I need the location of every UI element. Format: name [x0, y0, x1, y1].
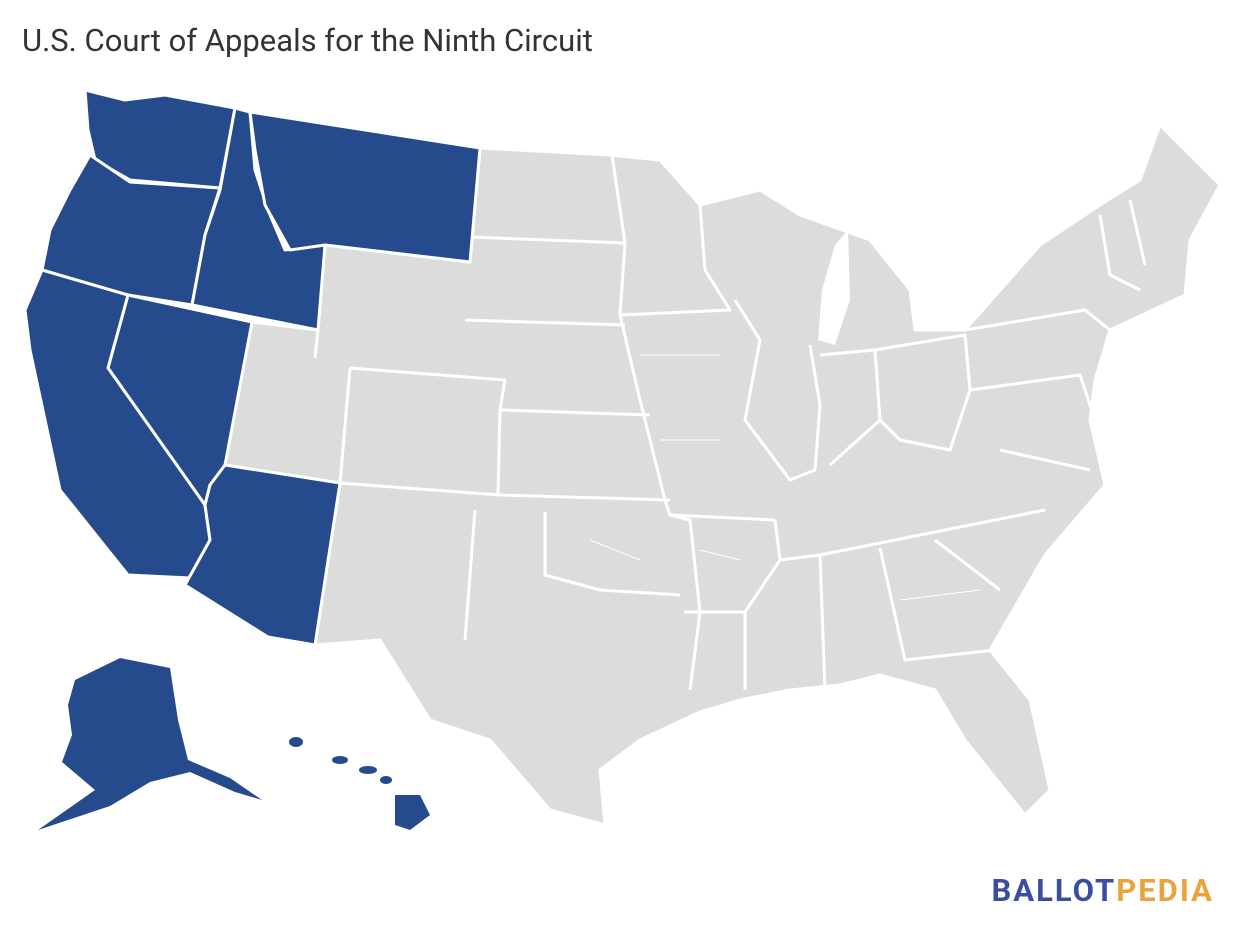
logo-first: BALLOT	[991, 872, 1117, 909]
lake	[818, 230, 850, 345]
oregon	[40, 153, 222, 307]
logo-second: PEDIA	[1116, 872, 1214, 909]
alaska	[38, 658, 262, 830]
arizona	[183, 463, 342, 647]
montana	[248, 110, 482, 264]
other-states	[223, 123, 1222, 827]
hawaii	[289, 737, 430, 830]
california	[23, 268, 212, 580]
map-title: U.S. Court of Appeals for the Ninth Circ…	[22, 22, 593, 59]
ninth-circuit-states	[23, 88, 482, 830]
logo: BALLOTPEDIA	[992, 872, 1215, 909]
